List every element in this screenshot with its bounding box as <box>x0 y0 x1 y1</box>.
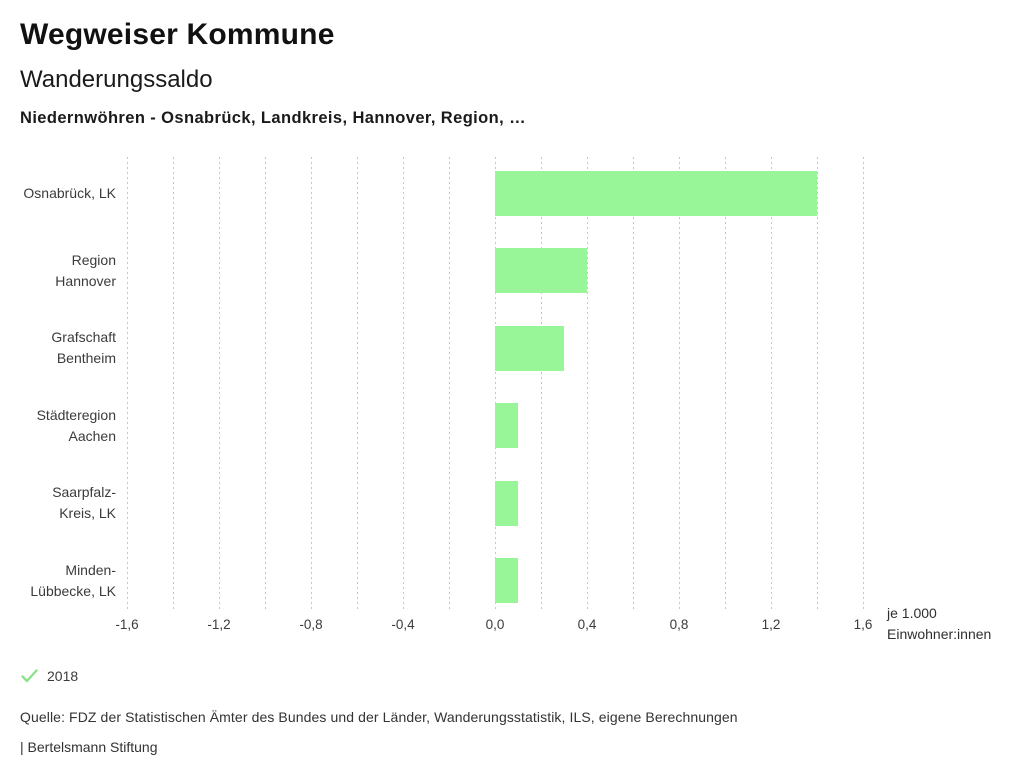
category-label: Saarpfalz- Kreis, LK <box>0 482 116 524</box>
selection-subtitle: Niedernwöhren - Osnabrück, Landkreis, Ha… <box>20 109 526 127</box>
legend-label: 2018 <box>47 668 79 684</box>
gridline <box>863 157 864 612</box>
category-label-line: Hannover <box>55 272 116 289</box>
bar-Städteregion Aachen[interactable] <box>495 403 518 448</box>
category-label-line: Bentheim <box>56 350 116 366</box>
gridline <box>633 157 634 612</box>
x-tick-label: -1,6 <box>115 617 139 632</box>
category-label-line: Saarpfalz- <box>52 484 116 500</box>
category-label-line: Städteregion <box>36 406 116 423</box>
gridline <box>587 157 588 612</box>
category-label: Städteregion Aachen <box>0 405 116 447</box>
category-label-line: Region <box>71 251 116 268</box>
x-tick-label: 0,0 <box>485 617 505 632</box>
bar-Grafschaft Bentheim[interactable] <box>495 325 564 371</box>
x-tick-label: 1,2 <box>761 617 781 632</box>
category-label: Minden- Lübbecke, LK <box>0 560 116 602</box>
gridline <box>127 157 128 612</box>
category-label: Osnabrück, LK <box>0 183 116 204</box>
gridline <box>219 157 220 612</box>
category-label-line: Lübbecke, LK <box>30 582 116 599</box>
legend-item-2018[interactable]: 2018 <box>21 668 78 684</box>
category-label-line: Osnabrück, LK <box>23 184 116 201</box>
gridline <box>265 157 266 612</box>
category-label-line: Kreis, LK <box>59 505 116 521</box>
gridline <box>449 157 450 612</box>
gridline <box>541 157 542 612</box>
bar-Region Hannover[interactable] <box>495 248 587 293</box>
x-tick-label: -0,4 <box>391 617 415 632</box>
check-icon <box>21 669 38 683</box>
bar-Minden-Lübbecke, LK[interactable] <box>495 558 518 603</box>
x-tick-label: -0,8 <box>299 617 323 632</box>
x-tick-label: -1,2 <box>207 617 231 632</box>
app-title: Wegweiser Kommune <box>20 18 335 51</box>
x-tick-label: 0,4 <box>577 617 597 632</box>
gridline <box>725 157 726 612</box>
category-label-line: Grafschaft <box>51 329 116 345</box>
gridline <box>771 157 772 612</box>
category-label-line: Minden- <box>65 561 116 578</box>
x-tick-label: 0,8 <box>669 617 689 632</box>
category-label: Grafschaft Bentheim <box>0 327 116 369</box>
header: Wegweiser Kommune Wanderungssaldo Nieder… <box>20 18 526 128</box>
indicator-title: Wanderungssaldo <box>20 66 213 93</box>
axis-unit-line2: Einwohner:innen <box>887 626 992 642</box>
gridline <box>679 157 680 612</box>
source-note: Quelle: FDZ der Statistischen Ämter des … <box>20 709 738 725</box>
x-tick-label: 1,6 <box>853 617 873 632</box>
gridline <box>817 157 818 612</box>
bar-Saarpfalz-Kreis, LK[interactable] <box>495 480 518 526</box>
category-label-line: Aachen <box>68 427 116 444</box>
plot-area <box>127 157 864 612</box>
gridline <box>403 157 404 612</box>
bar-Osnabrück, LK[interactable] <box>495 170 817 216</box>
attribution: | Bertelsmann Stiftung <box>20 739 158 755</box>
gridline <box>357 157 358 612</box>
axis-unit-label: je 1.000 Einwohner:innen <box>887 603 991 645</box>
gridline <box>173 157 174 612</box>
gridline <box>311 157 312 612</box>
category-label: Region Hannover <box>0 250 116 292</box>
axis-unit-line1: je 1.000 <box>887 605 937 621</box>
gridline <box>495 157 496 612</box>
